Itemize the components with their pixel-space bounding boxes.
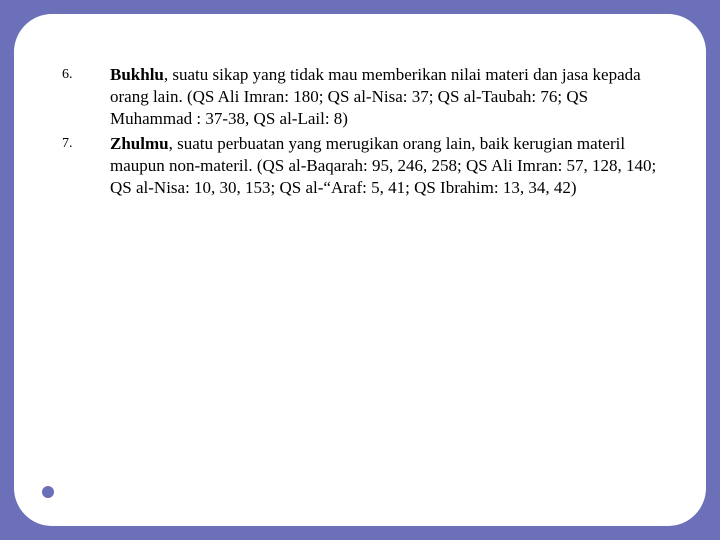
item-rest: , suatu sikap yang tidak mau memberikan … [110, 65, 641, 128]
item-text: Bukhlu, suatu sikap yang tidak mau membe… [110, 64, 670, 129]
content-area: 6. Bukhlu, suatu sikap yang tidak mau me… [50, 42, 670, 199]
slide-frame: 6. Bukhlu, suatu sikap yang tidak mau me… [14, 14, 706, 526]
item-term: Zhulmu [110, 134, 169, 153]
numbered-list: 6. Bukhlu, suatu sikap yang tidak mau me… [50, 64, 670, 199]
item-number: 6. [50, 64, 110, 83]
item-text: Zhulmu, suatu perbuatan yang merugikan o… [110, 133, 670, 198]
item-term: Bukhlu [110, 65, 164, 84]
item-number: 7. [50, 133, 110, 152]
corner-dot-icon [42, 486, 54, 498]
list-item: 7. Zhulmu, suatu perbuatan yang merugika… [50, 133, 670, 198]
item-rest: , suatu perbuatan yang merugikan orang l… [110, 134, 656, 197]
list-item: 6. Bukhlu, suatu sikap yang tidak mau me… [50, 64, 670, 129]
